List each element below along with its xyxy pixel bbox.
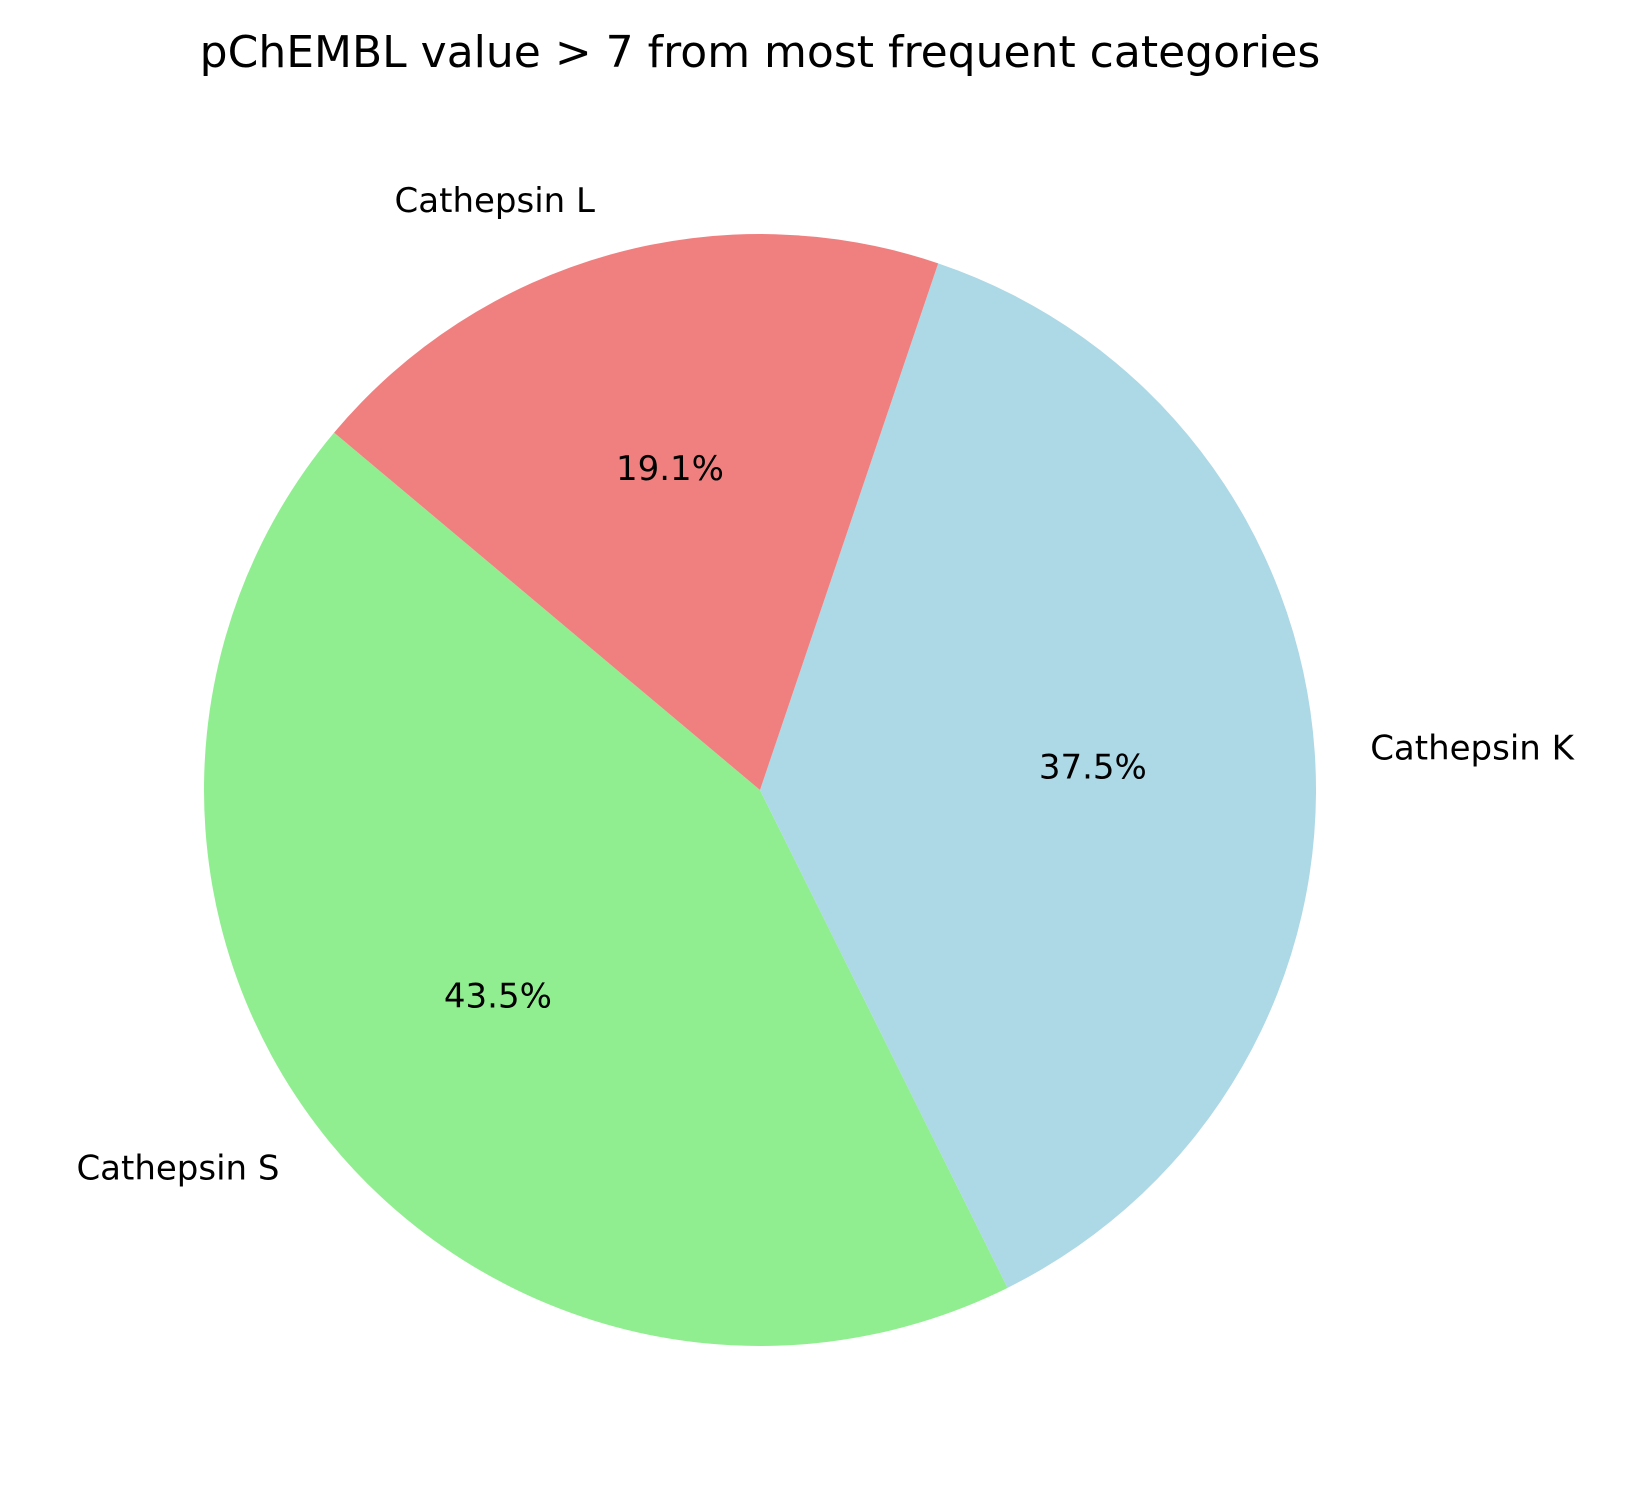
pie-slice-cathepsin-k <box>760 263 1316 1288</box>
slice-label-cathepsin-l: Cathepsin L <box>395 181 595 221</box>
pie-slices <box>204 233 1316 1346</box>
pie-slice-cathepsin-l <box>334 233 939 790</box>
pie-labels: Cathepsin S 43.5% Cathepsin K 37.5% Cathepsi… <box>76 181 1575 1188</box>
slice-label-cathepsin-s: Cathepsin S <box>76 1148 279 1188</box>
chart-title: pChEMBL value > 7 from most frequent cat… <box>200 27 1321 78</box>
percent-label-cathepsin-l: 19.1% <box>616 449 724 489</box>
slice-label-cathepsin-k: Cathepsin K <box>1370 729 1575 769</box>
pie-slice-cathepsin-s <box>204 432 1008 1346</box>
percent-label-cathepsin-k: 37.5% <box>1039 747 1147 787</box>
percent-label-cathepsin-s: 43.5% <box>444 976 552 1016</box>
